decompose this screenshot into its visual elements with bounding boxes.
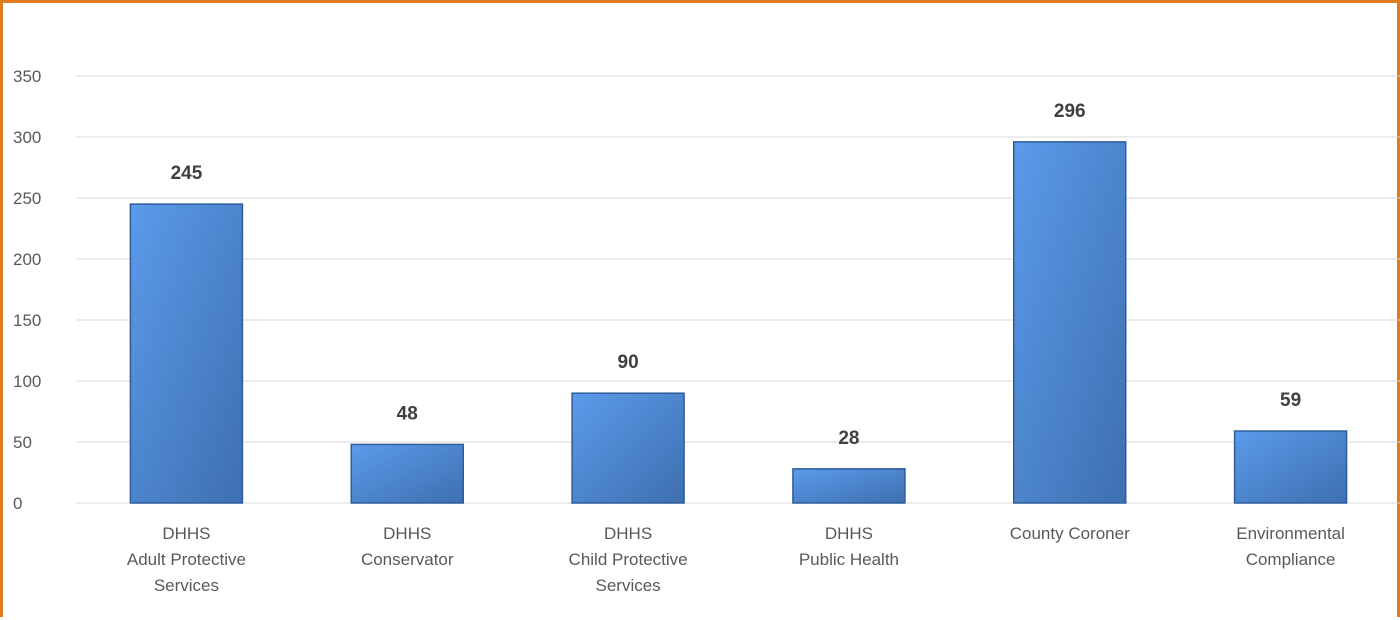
x-category-label-line: DHHS — [162, 524, 210, 543]
y-axis-ticks: 0 50 100 150 200 250 300 350 — [13, 67, 41, 513]
bar — [1233, 430, 1348, 504]
x-category-label-line: Conservator — [361, 550, 454, 569]
bars — [129, 141, 1348, 504]
data-label: 48 — [397, 403, 418, 424]
bar — [129, 203, 244, 504]
x-category-label: County Coroner — [1010, 524, 1130, 543]
y-tick-label: 50 — [13, 433, 32, 452]
bar — [350, 443, 464, 504]
y-tick-label: 250 — [13, 189, 41, 208]
bar — [1013, 141, 1127, 504]
bar — [571, 392, 685, 504]
data-label: 28 — [838, 428, 859, 449]
y-tick-label: 0 — [13, 494, 22, 513]
x-category-label-line: DHHS — [604, 524, 652, 543]
x-category-label: DHHS Public Health — [799, 524, 899, 569]
x-category-label: DHHS Adult Protective Services — [127, 524, 246, 595]
x-category-label-line: Services — [595, 576, 660, 595]
bar — [792, 468, 906, 504]
x-category-label-line: Environmental — [1236, 524, 1345, 543]
y-tick-label: 200 — [13, 250, 41, 269]
bar-chart: 0 50 100 150 200 250 300 350 245 48 90 28 296 59 DHH… — [13, 67, 1400, 595]
gridlines — [76, 75, 1400, 504]
y-tick-label: 300 — [13, 128, 41, 147]
x-category-label-line: Adult Protective — [127, 550, 246, 569]
x-category-label-line: County Coroner — [1010, 524, 1130, 543]
x-category-label-line: DHHS — [825, 524, 873, 543]
x-category-label-line: Child Protective — [569, 550, 688, 569]
x-category-label-line: Compliance — [1246, 550, 1336, 569]
x-category-label-line: DHHS — [383, 524, 431, 543]
x-category-label: Environmental Compliance — [1236, 524, 1345, 569]
data-labels: 245 48 90 28 296 59 — [171, 101, 1302, 449]
y-tick-label: 350 — [13, 67, 41, 86]
data-label: 90 — [618, 352, 639, 373]
x-category-label-line: Public Health — [799, 550, 899, 569]
x-category-label: DHHS Conservator — [361, 524, 454, 569]
x-category-label: DHHS Child Protective Services — [569, 524, 688, 595]
data-label: 245 — [171, 163, 203, 184]
y-tick-label: 100 — [13, 372, 41, 391]
category-labels: DHHS Adult Protective Services DHHS Conserva… — [127, 524, 1345, 595]
data-label: 296 — [1054, 101, 1086, 122]
y-tick-label: 150 — [13, 311, 41, 330]
x-category-label-line: Services — [154, 576, 219, 595]
data-label: 59 — [1280, 390, 1301, 411]
